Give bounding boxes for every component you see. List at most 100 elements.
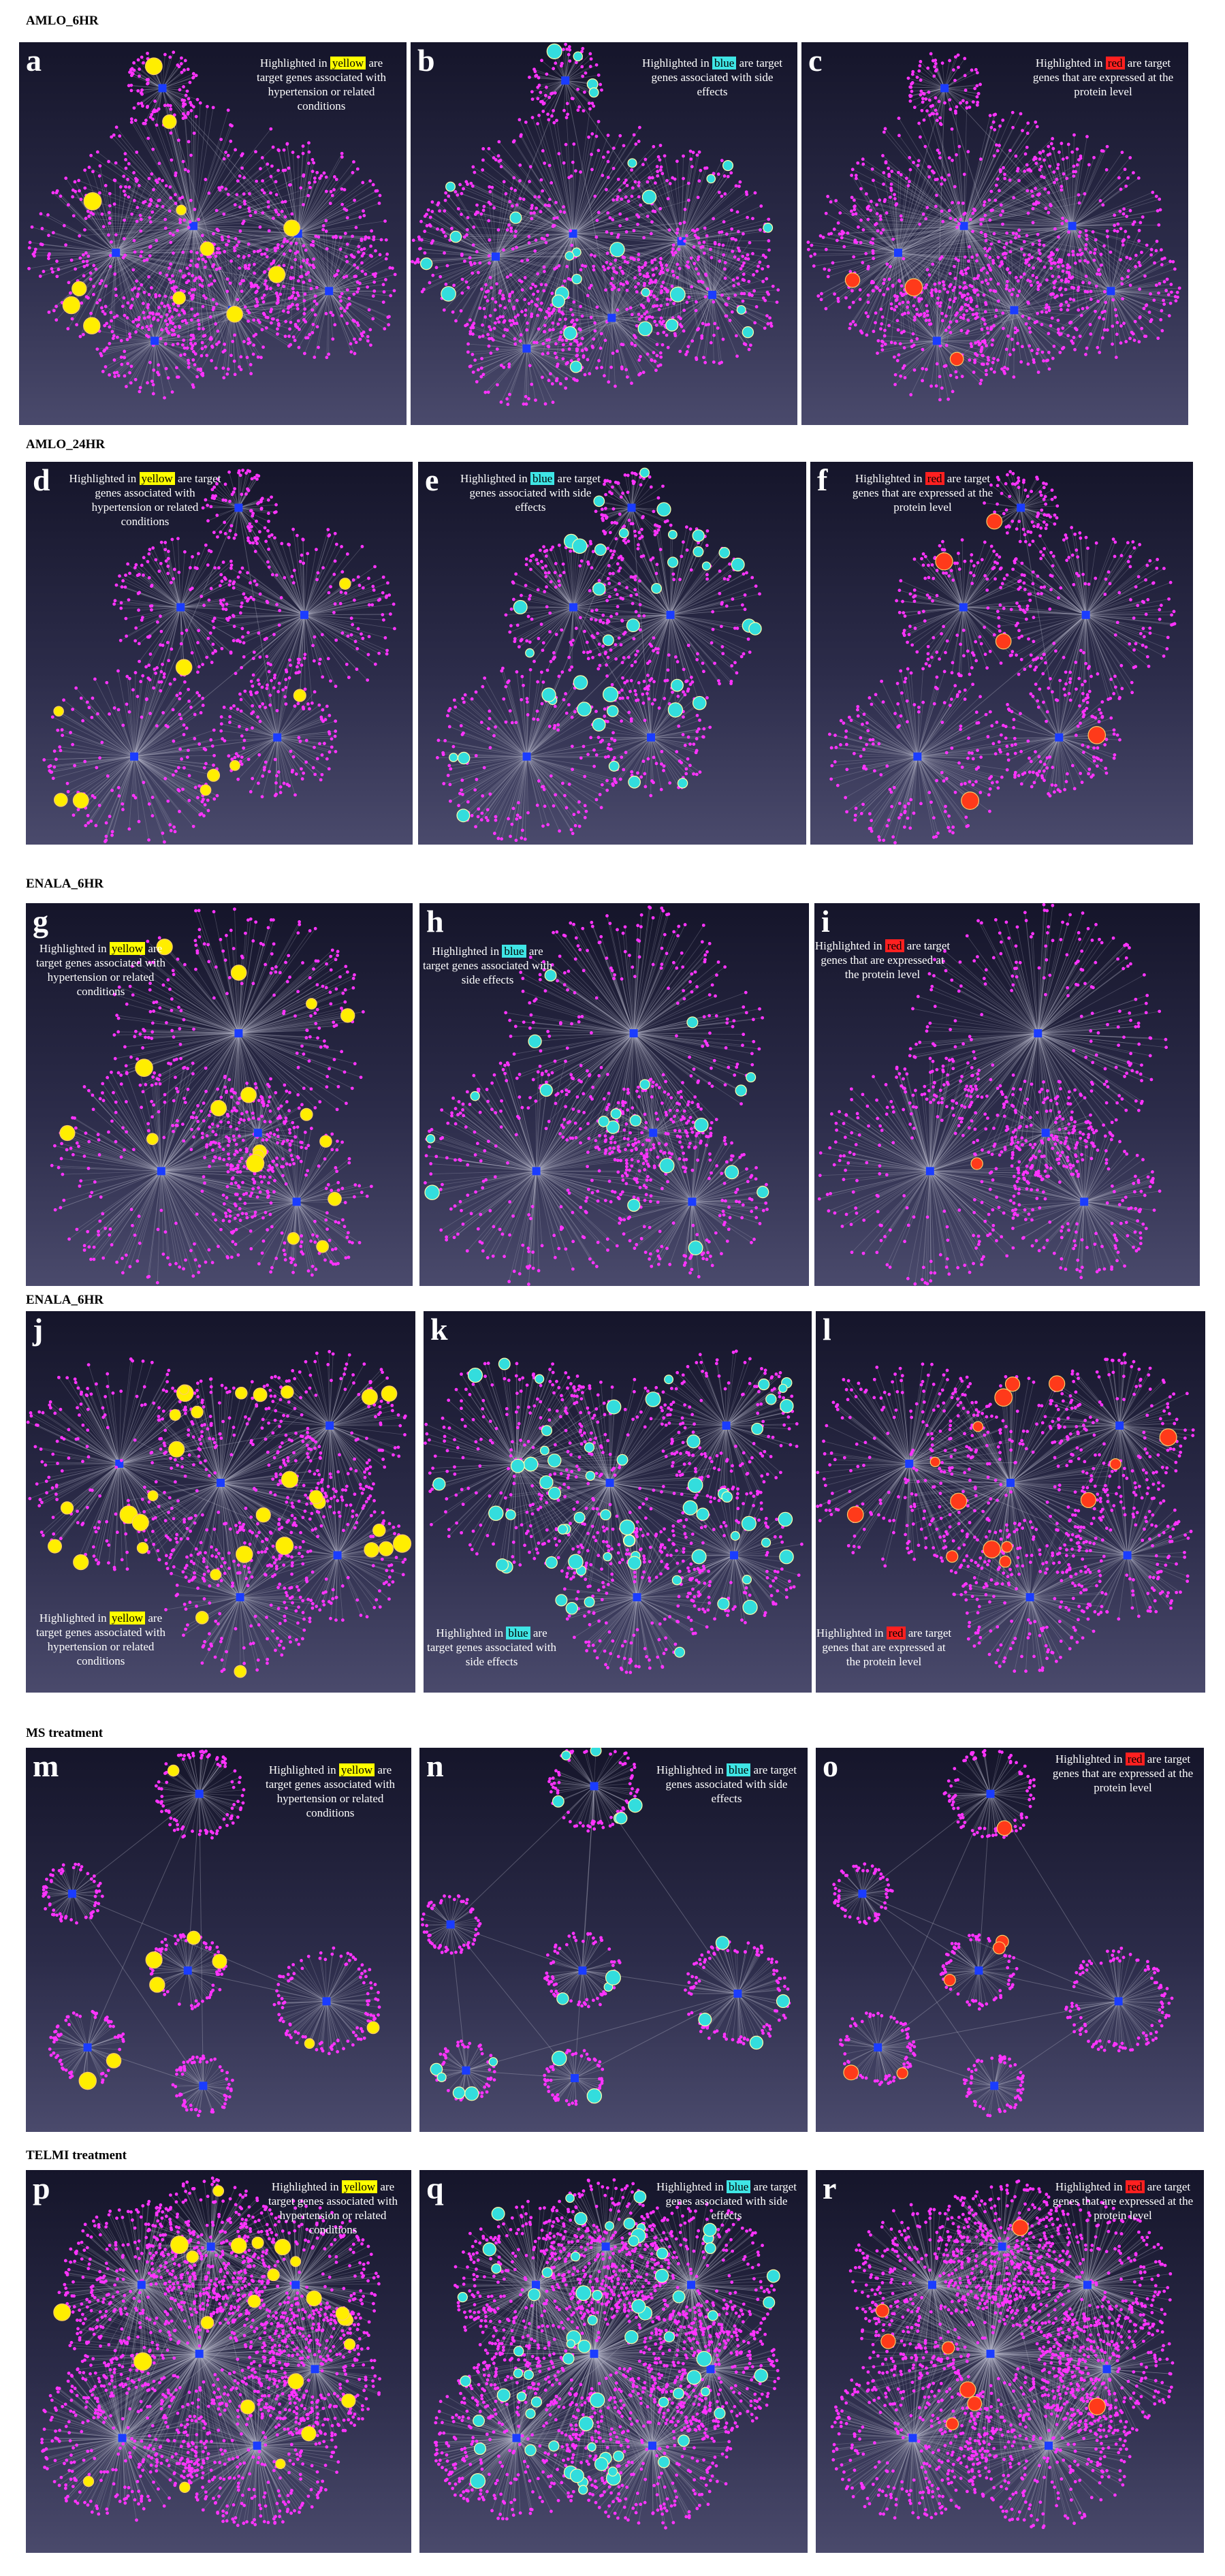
target-node	[528, 76, 531, 79]
edge	[168, 310, 233, 334]
edge	[573, 196, 639, 234]
edge	[1072, 186, 1126, 227]
target-node	[624, 280, 629, 284]
edge	[153, 225, 194, 345]
edge	[964, 102, 968, 226]
target-node	[148, 115, 153, 119]
target-node	[165, 313, 169, 317]
target-node	[593, 321, 597, 325]
edge	[656, 280, 713, 296]
edge	[426, 256, 496, 264]
edge	[853, 169, 964, 227]
edge	[929, 225, 964, 275]
edge	[295, 291, 330, 325]
target-node	[645, 315, 649, 319]
edge	[444, 210, 496, 257]
edge	[99, 330, 155, 341]
edge	[606, 189, 682, 242]
edge	[681, 240, 752, 296]
target-node	[242, 219, 246, 223]
target-node	[637, 317, 641, 321]
target-node	[335, 272, 338, 277]
edge	[536, 75, 566, 81]
target-node	[730, 208, 733, 213]
edge	[611, 259, 635, 318]
target-node	[78, 189, 81, 193]
target-node	[586, 294, 590, 298]
edge	[901, 225, 964, 287]
target-node	[124, 158, 127, 161]
edge	[1072, 225, 1111, 253]
target-node	[324, 230, 328, 233]
target-node	[309, 287, 313, 291]
edge	[138, 225, 194, 289]
target-node	[164, 327, 168, 330]
edge	[488, 256, 496, 292]
edge	[553, 317, 612, 330]
target-node	[712, 217, 716, 221]
edge	[696, 294, 713, 358]
target-node	[132, 238, 136, 242]
edge	[573, 134, 635, 234]
target-node	[564, 377, 568, 381]
target-node	[655, 165, 659, 168]
edge	[219, 233, 298, 249]
target-node	[651, 268, 655, 272]
highlighted-gene-node	[569, 360, 582, 373]
nodes	[27, 50, 397, 400]
target-node	[269, 191, 272, 195]
edge	[573, 187, 633, 234]
edge	[526, 348, 568, 363]
target-node	[372, 238, 376, 242]
target-node	[656, 170, 660, 174]
edge	[485, 348, 527, 393]
hub-link	[193, 225, 298, 234]
edge	[128, 196, 194, 227]
target-node	[527, 234, 531, 238]
edge	[298, 233, 336, 277]
edge	[86, 252, 116, 297]
edge	[919, 123, 964, 226]
target-node	[218, 266, 222, 270]
edge	[917, 225, 964, 315]
target-node	[92, 284, 96, 288]
target-node	[694, 309, 698, 313]
target-node	[642, 236, 646, 240]
edge	[573, 195, 596, 234]
edge	[298, 172, 325, 234]
edge	[573, 211, 655, 234]
edge	[1023, 225, 1072, 274]
section-title-enala-6hr-2: ENALA_6HR	[26, 1293, 104, 1308]
edge	[573, 202, 652, 234]
target-node	[358, 337, 362, 341]
target-node	[524, 402, 528, 406]
edge	[712, 240, 736, 296]
edge	[298, 163, 309, 234]
target-node	[490, 185, 494, 189]
target-node	[611, 218, 615, 222]
edge	[882, 225, 964, 230]
target-node	[630, 313, 634, 317]
edge	[526, 348, 566, 389]
edge	[116, 252, 184, 278]
target-node	[494, 321, 497, 325]
edge	[115, 252, 147, 336]
target-node	[635, 213, 639, 217]
edge	[495, 256, 565, 282]
target-node	[360, 269, 364, 273]
target-node	[199, 367, 202, 371]
edge	[277, 233, 299, 300]
target-node	[612, 285, 616, 289]
target-node	[148, 220, 153, 224]
edge	[573, 150, 599, 234]
edge	[865, 225, 964, 254]
target-node	[352, 160, 355, 164]
target-node	[655, 304, 659, 308]
target-node	[543, 402, 547, 406]
target-node	[641, 163, 645, 166]
highlighted-gene-node	[226, 306, 243, 323]
edge	[927, 225, 964, 270]
target-node	[575, 354, 579, 358]
edge	[1040, 153, 1072, 226]
target-node	[733, 294, 737, 297]
